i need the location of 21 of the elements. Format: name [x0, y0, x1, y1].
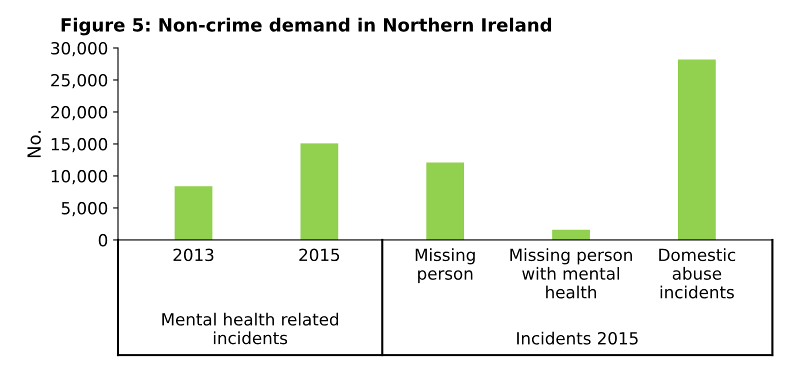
x-tick-label: Missing person [416, 248, 475, 284]
bar [678, 60, 716, 240]
text: Incidents 2015 [517, 332, 638, 345]
text: Mental health related incidents [162, 312, 338, 344]
y-tick-label: 30,000 [51, 42, 108, 56]
x-tick-label: Domestic abuse incidents [659, 248, 736, 298]
bar [300, 143, 338, 240]
chart-title: Figure 5: Non-crime demand in Northern Ireland [62, 18, 552, 36]
bar [426, 162, 464, 240]
y-tick-label: 10,000 [52, 170, 108, 184]
y-tick-label: 25,000 [51, 74, 108, 88]
y-tick-label: 15,000 [52, 138, 108, 152]
y-tick-label: 0 [98, 234, 108, 247]
y-tick-label: 5,000 [62, 202, 108, 216]
bar [174, 186, 212, 240]
x-tick-label: Missing person with mental health [510, 248, 632, 298]
bar [552, 230, 590, 240]
x-tick-label: 2015 [299, 248, 340, 262]
y-axis-title: No. [27, 130, 41, 158]
y-tick-label: 20,000 [51, 106, 108, 120]
x-tick-label: 2013 [174, 248, 214, 262]
